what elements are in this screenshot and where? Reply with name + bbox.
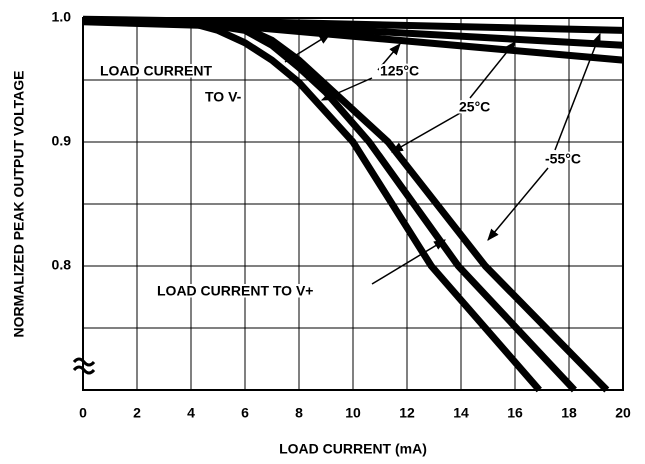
x-tick-label: 16	[507, 405, 523, 421]
axis-break	[72, 357, 96, 375]
lines	[82, 15, 624, 393]
x-tick-label: 0	[79, 405, 87, 421]
x-tick-label: 10	[345, 405, 361, 421]
annotation: -55°C	[545, 151, 581, 167]
x-tick-label: 18	[561, 405, 577, 421]
break-mark	[72, 365, 96, 375]
annotation: TO V-	[205, 89, 242, 105]
curve	[82, 18, 624, 64]
x-tick-label: 4	[187, 405, 195, 421]
x-tick-label: 20	[615, 405, 631, 421]
y-tick-label: 1.0	[52, 9, 72, 25]
arrow	[487, 167, 549, 241]
arrow	[284, 33, 332, 63]
y-tick-label: 0.8	[52, 257, 72, 273]
plot-frame	[82, 17, 624, 391]
x-tick-label: 2	[133, 405, 141, 421]
arrow	[390, 111, 463, 153]
x-tick-label: 12	[399, 405, 415, 421]
arrow	[320, 77, 373, 101]
arrow	[469, 41, 516, 99]
annotation: LOAD CURRENT	[100, 63, 212, 79]
x-tick-label: 8	[295, 405, 303, 421]
arrow	[371, 239, 447, 285]
break-mark	[72, 357, 96, 367]
arrows	[284, 32, 601, 285]
arrow	[377, 43, 401, 71]
y-tick-label: 0.9	[52, 133, 72, 149]
arrow	[554, 32, 601, 151]
x-axis-label: LOAD CURRENT (mA)	[279, 441, 427, 457]
x-tick-label: 6	[241, 405, 249, 421]
y-axis-label: NORMALIZED PEAK OUTPUT VOLTAGE	[11, 70, 27, 337]
x-tick-label: 14	[453, 405, 469, 421]
annotation: 125°C	[380, 63, 419, 79]
annotation: 25°C	[459, 99, 490, 115]
annotation: LOAD CURRENT TO V+	[157, 283, 313, 299]
